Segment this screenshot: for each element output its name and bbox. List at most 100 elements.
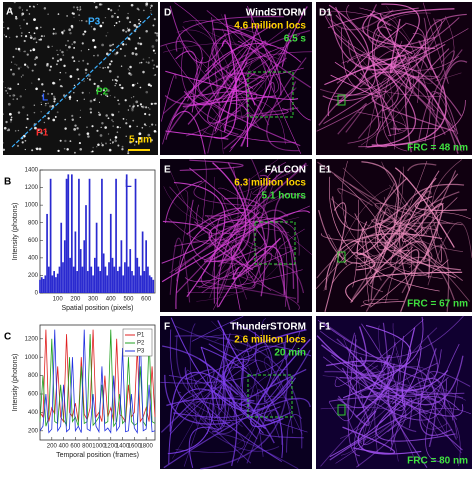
- spot: [53, 28, 55, 30]
- spot: [132, 84, 135, 87]
- spot: [44, 122, 45, 123]
- spot: [14, 95, 16, 97]
- spot: [25, 140, 27, 142]
- spot: [70, 75, 73, 78]
- spot: [110, 139, 112, 141]
- spot: [5, 36, 7, 38]
- spot: [20, 67, 21, 68]
- spot: [47, 45, 50, 48]
- spot: [90, 111, 92, 113]
- spot: [87, 135, 90, 138]
- spot: [120, 48, 122, 50]
- spot: [57, 60, 59, 62]
- spot: [33, 18, 36, 21]
- spot: [131, 4, 134, 7]
- spot: [25, 35, 27, 37]
- spot: [142, 71, 145, 74]
- spot: [73, 47, 75, 49]
- spot: [79, 20, 80, 21]
- spot: [92, 150, 94, 152]
- panel-label: E: [164, 165, 171, 176]
- spot: [151, 123, 153, 125]
- spot: [61, 86, 63, 88]
- method: ThunderSTORM: [230, 322, 306, 333]
- spot: [12, 73, 15, 76]
- frc: FRC = 80 nm: [407, 456, 468, 467]
- spot: [7, 93, 8, 94]
- y-axis-label: Intensity (photons): [12, 354, 19, 412]
- spot: [89, 78, 91, 80]
- spot: [105, 142, 107, 144]
- spot: [115, 83, 117, 85]
- spot: [23, 51, 24, 52]
- panel-label: F: [164, 322, 170, 333]
- spot: [150, 7, 151, 8]
- spot: [94, 83, 96, 85]
- spot: [26, 23, 28, 25]
- spot: [17, 145, 19, 147]
- spot: [139, 62, 140, 63]
- spot: [56, 63, 58, 65]
- spot: [30, 35, 31, 36]
- spot: [87, 78, 88, 79]
- spot: [109, 63, 111, 65]
- spot: [57, 54, 58, 55]
- spot: [102, 22, 104, 24]
- spot: [78, 134, 80, 136]
- spot: [5, 90, 7, 92]
- spot: [100, 134, 103, 137]
- spot: [141, 106, 143, 108]
- spot: [85, 72, 87, 74]
- spot: [132, 120, 134, 122]
- y-tick-label: 200: [28, 273, 39, 279]
- spot: [117, 16, 119, 18]
- spot: [128, 109, 129, 110]
- locs: 6.3 million locs: [234, 178, 306, 189]
- spot: [29, 6, 31, 8]
- spot: [18, 67, 20, 69]
- spot: [76, 7, 78, 9]
- spot: [70, 95, 71, 96]
- spot: [153, 50, 155, 52]
- spot: [87, 63, 89, 65]
- spot: [155, 103, 157, 105]
- spot: [121, 148, 123, 150]
- spot: [3, 149, 5, 151]
- spot: [82, 60, 84, 62]
- spot: [78, 61, 79, 62]
- spot: [138, 23, 140, 25]
- spot: [17, 83, 19, 85]
- spot: [78, 14, 80, 16]
- spot: [73, 92, 74, 93]
- spot: [79, 142, 81, 144]
- spot: [147, 62, 149, 64]
- x-tick-label: 300: [88, 297, 99, 303]
- y-tick-label: 400: [28, 255, 39, 261]
- spot: [155, 39, 158, 42]
- spot: [4, 127, 7, 130]
- spot: [21, 76, 22, 77]
- y-tick-label: 800: [28, 220, 39, 226]
- x-axis-label: Temporal position (frames): [56, 452, 139, 459]
- spot: [19, 50, 21, 52]
- spot: [28, 32, 29, 33]
- spot: [7, 129, 10, 132]
- spot: [73, 17, 74, 18]
- spot: [102, 67, 104, 69]
- spot: [99, 67, 100, 68]
- y-tick-label: 200: [28, 428, 39, 434]
- spot: [86, 126, 88, 128]
- spot: [67, 50, 68, 51]
- spot: [111, 15, 114, 18]
- panel-label: E1: [319, 165, 332, 176]
- spot: [19, 25, 20, 26]
- panel-label: A: [6, 7, 13, 18]
- y-tick-label: 1000: [25, 355, 39, 361]
- spot: [27, 118, 29, 120]
- spot: [22, 74, 24, 76]
- spot: [110, 143, 111, 144]
- spot: [117, 99, 119, 101]
- spot: [140, 103, 142, 105]
- spot: [89, 92, 90, 93]
- spot: [154, 131, 155, 132]
